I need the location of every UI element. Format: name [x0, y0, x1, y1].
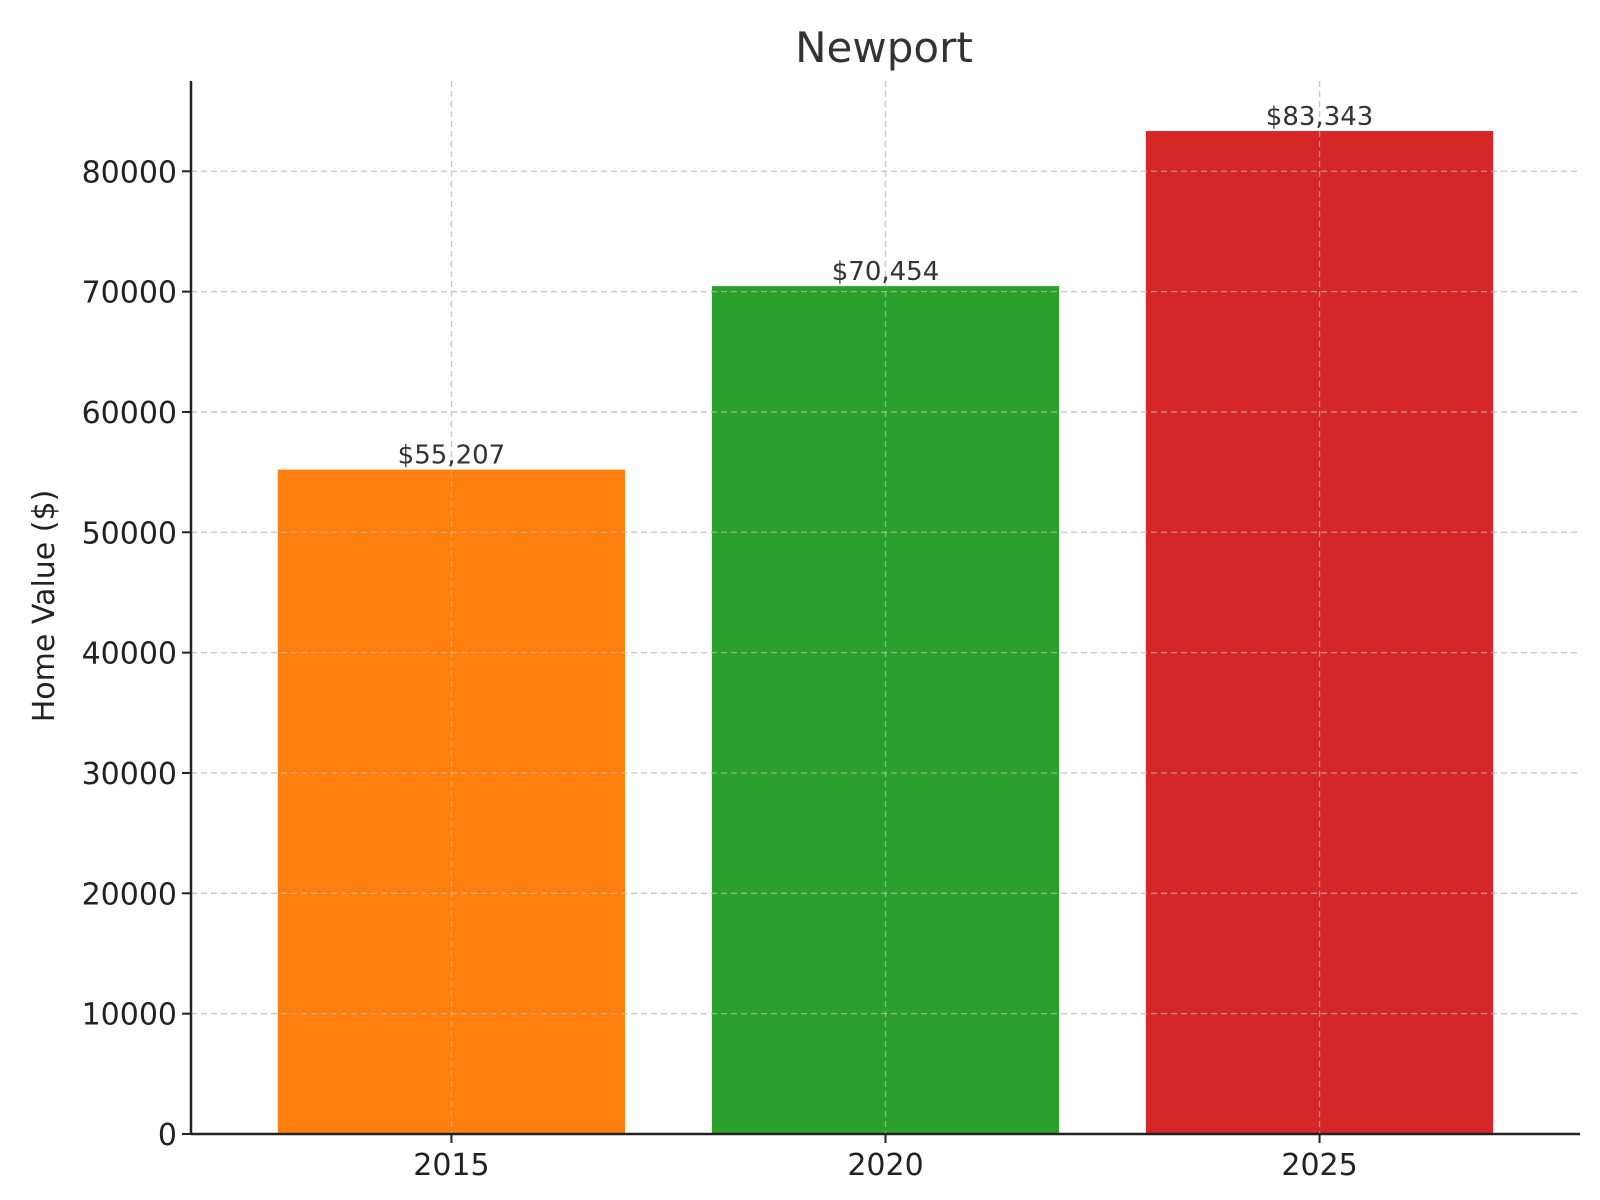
data-label-layer: $55,207 $70,454 $83,343 [398, 102, 1374, 471]
grid-overlay [191, 81, 1580, 1134]
y-tick-label: 30000 [82, 757, 177, 792]
x-tick-label: 2015 [413, 1148, 489, 1183]
bar-value-label: $55,207 [398, 441, 506, 471]
tick-layer: 0 10000 20000 30000 40000 50000 60000 70000 8000… [82, 155, 1358, 1183]
y-tick-label: 80000 [82, 155, 177, 190]
y-tick-label: 70000 [82, 276, 177, 311]
y-tick-label: 40000 [82, 637, 177, 672]
x-tick-label: 2020 [847, 1148, 923, 1183]
x-tick-label: 2025 [1281, 1148, 1357, 1183]
bar-value-label: $83,343 [1266, 102, 1374, 132]
y-tick-label: 60000 [82, 396, 177, 431]
y-tick-label: 0 [158, 1118, 177, 1153]
y-axis-label: Home Value ($) [27, 490, 62, 723]
y-tick-label: 50000 [82, 516, 177, 551]
y-tick-label: 20000 [82, 877, 177, 912]
y-tick-label: 10000 [82, 998, 177, 1033]
chart-title: Newport [795, 23, 973, 72]
bar-value-label: $70,454 [832, 257, 940, 287]
